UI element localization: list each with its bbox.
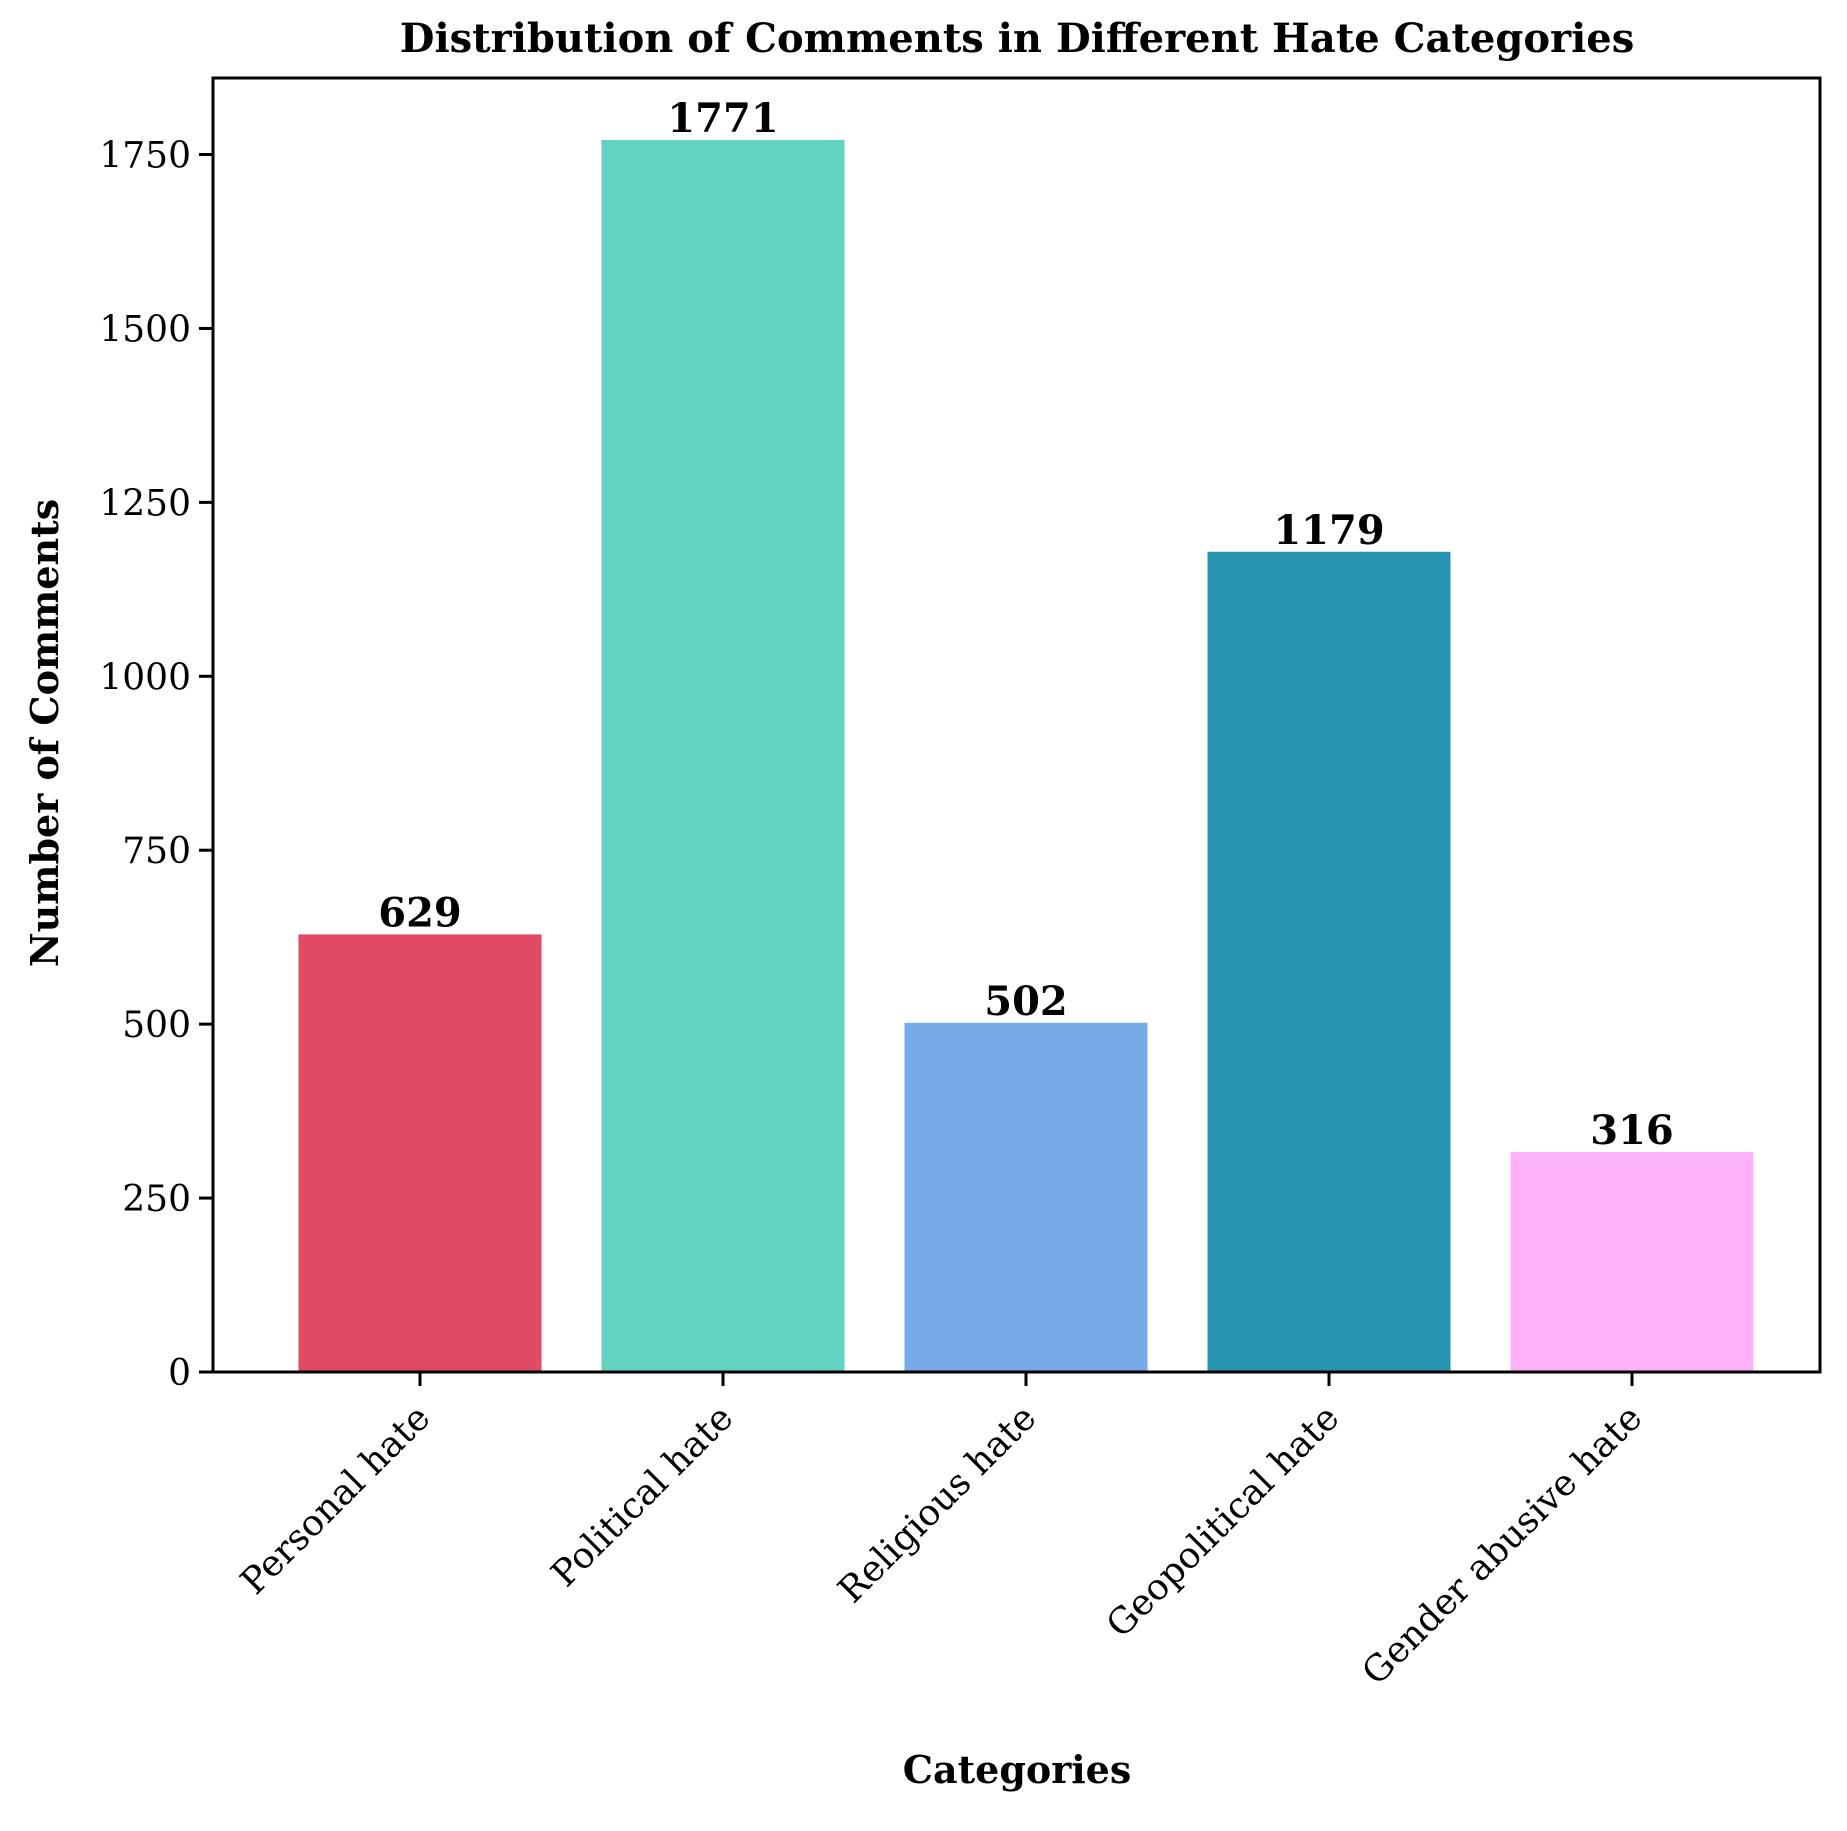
x-tick-label: Political hate xyxy=(544,1397,742,1595)
y-axis-ticks: 0 250 500 750 1000 1250 1500 1750 xyxy=(99,136,213,1394)
bar-value-label: 1179 xyxy=(1273,507,1384,554)
bar-religious-hate xyxy=(904,1022,1148,1372)
chart-title: Distribution of Comments in Different Ha… xyxy=(400,15,1635,62)
bar-value-label: 1771 xyxy=(667,95,778,142)
y-axis-label: Number of Comments xyxy=(22,499,67,967)
y-tick-label: 1750 xyxy=(99,136,191,177)
y-tick-label: 1000 xyxy=(99,657,191,698)
x-tick-label: Personal hate xyxy=(233,1397,438,1602)
bar-personal-hate xyxy=(298,934,542,1372)
bar-value-label: 502 xyxy=(984,978,1068,1025)
x-axis-ticks: Personal hate Political hate Religious hat… xyxy=(233,1372,1650,1693)
bars-group: 629 1771 502 1179 316 xyxy=(298,95,1754,1372)
bar-gender-abusive-hate xyxy=(1510,1152,1754,1372)
y-tick-label: 750 xyxy=(122,831,191,872)
x-tick-label: Religious hate xyxy=(831,1397,1045,1611)
y-tick-label: 250 xyxy=(122,1179,191,1220)
y-tick-label: 500 xyxy=(122,1005,191,1046)
x-tick-label: Geopolitical hate xyxy=(1099,1397,1348,1646)
y-tick-label: 1500 xyxy=(99,309,191,350)
x-tick-label: Gender abusive hate xyxy=(1354,1397,1650,1693)
bar-value-label: 629 xyxy=(378,889,462,936)
y-tick-label: 1250 xyxy=(99,483,191,524)
plot-frame xyxy=(211,76,1822,1374)
y-tick-label: 0 xyxy=(168,1353,191,1394)
bar-political-hate xyxy=(601,139,845,1372)
x-axis-label: Categories xyxy=(903,1747,1132,1792)
bar-value-label: 316 xyxy=(1590,1107,1674,1154)
bar-geopolitical-hate xyxy=(1207,551,1451,1372)
